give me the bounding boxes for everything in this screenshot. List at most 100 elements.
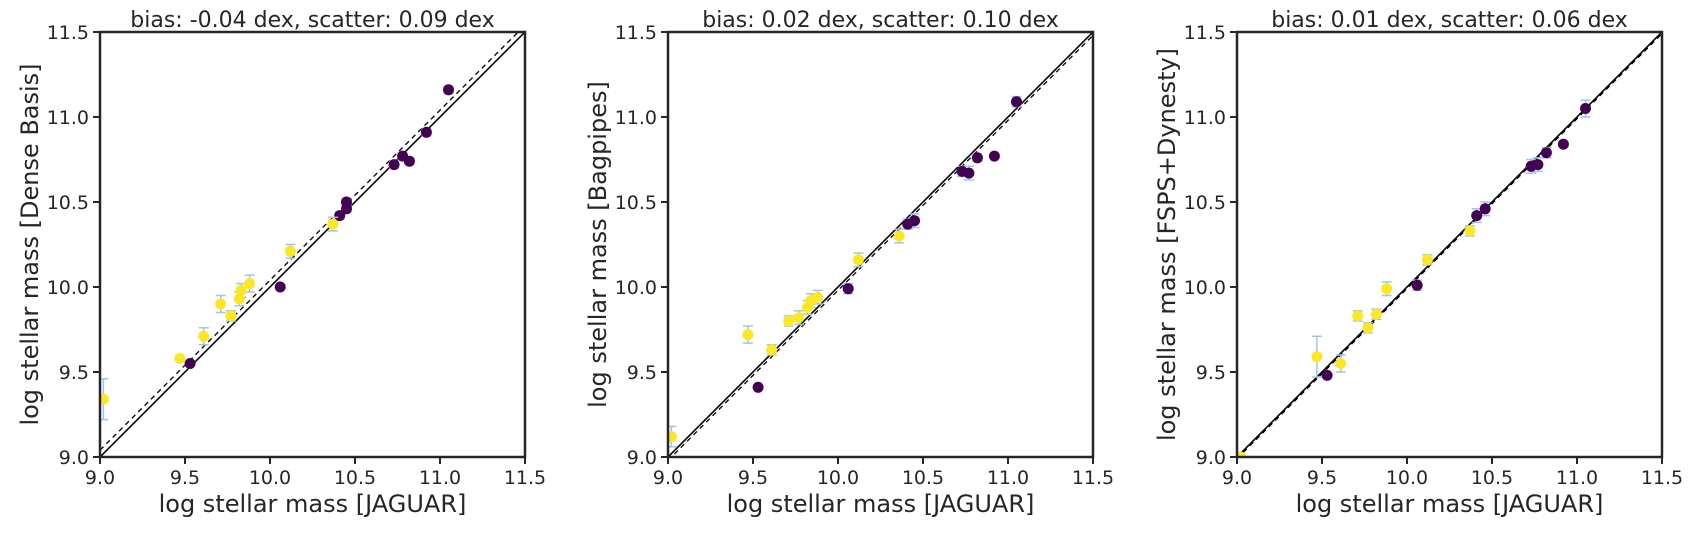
data-point [327,218,339,230]
data-point [1540,147,1552,159]
x-tick-label: 11.0 [987,467,1029,489]
data-point [1335,358,1347,369]
data-point [1381,283,1393,295]
x-axis-label: log stellar mass [JAGUAR] [727,490,1035,518]
data-point [752,381,764,393]
x-tick-label: 11.5 [1641,467,1683,489]
bias-line [1237,33,1662,457]
data-point [909,215,920,227]
y-tick-label: 11.5 [1184,22,1226,44]
x-tick-label: 10.5 [1471,467,1513,489]
chart-title: bias: -0.04 dex, scatter: 0.09 dex [130,8,494,33]
y-tick-label: 9.0 [627,447,657,469]
data-point [893,230,905,242]
data-point [1311,351,1323,363]
y-axis-label: log stellar mass [Bagpipes] [584,81,612,408]
x-tick-label: 10.0 [817,467,859,489]
x-tick-label: 11.0 [419,467,461,489]
chart-title: bias: 0.02 dex, scatter: 0.10 dex [702,8,1059,33]
x-axis-label: log stellar mass [JAGUAR] [159,490,467,518]
data-point [420,126,432,138]
data-point [233,293,245,305]
y-tick-label: 10.0 [47,277,89,299]
data-point [1237,451,1246,457]
data-point [742,329,754,341]
data-point [1370,308,1382,320]
y-tick-label: 10.5 [1184,192,1226,214]
data-point [1362,322,1374,334]
y-tick-label: 9.0 [1196,447,1226,469]
y-tick-label: 11.5 [615,22,657,44]
y-tick-label: 10.0 [1184,277,1226,299]
bias-line [670,34,1093,457]
one-to-one-line [100,32,525,457]
y-tick-label: 11.0 [47,107,89,129]
y-tick-label: 10.0 [615,277,657,299]
data-point [198,330,210,342]
y-tick-label: 10.5 [47,192,89,214]
x-tick-label: 9.0 [653,467,683,489]
data-point [1321,369,1333,381]
x-tick-label: 10.5 [334,467,376,489]
data-point [341,196,352,208]
data-point [100,393,109,405]
axes-frame [98,30,527,459]
data-point [274,281,286,293]
y-tick-label: 9.5 [59,362,89,384]
y-axis-label: log stellar mass [FSPS+Dynesty] [1153,48,1181,441]
x-tick-label: 10.5 [902,467,944,489]
y-tick-label: 11.5 [47,22,89,44]
data-point [184,358,196,369]
one-to-one-line [668,32,1093,457]
data-point [1421,254,1433,266]
data-point [1464,225,1476,237]
data-point [766,344,778,356]
x-tick-label: 11.0 [1556,467,1598,489]
x-tick-label: 9.0 [1222,467,1252,489]
x-tick-label: 9.5 [170,467,200,489]
data-point [403,155,415,167]
data-point [1411,279,1423,291]
data-point [215,298,227,310]
bias-line [100,32,520,451]
panel-bagpipes: 9.0 9.5 10.0 10.5 11.0 11.5 9.0 9.5 10.0 10.5 11.0… [584,8,1114,518]
data-point [244,278,256,290]
data-point [842,283,854,295]
x-tick-label: 10.0 [1386,467,1428,489]
x-tick-label: 9.5 [1307,467,1337,489]
data-point [783,315,795,327]
panel-fsps-dynesty: 9.0 9.5 10.0 10.5 11.0 11.5 9.0 9.5 10.0 10.5 11.0… [1153,8,1683,518]
data-point [388,159,400,171]
data-point [174,352,186,364]
axes-frame [666,30,1095,459]
x-axis-label: log stellar mass [JAGUAR] [1296,490,1604,518]
data-point [334,210,346,222]
data-point [235,284,247,296]
one-to-one-line [1237,32,1662,457]
data-point [1580,103,1591,114]
data-point [225,310,237,322]
data-point [793,312,805,324]
data-point [988,150,1000,162]
x-tick-label: 10.0 [249,467,291,489]
data-point [1011,96,1022,108]
y-tick-label: 11.0 [1184,107,1226,129]
data-point [443,84,454,96]
data-point [812,291,824,303]
data-point [1532,159,1544,171]
y-axis-label: log stellar mass [Dense Basis] [16,63,44,425]
y-tick-label: 9.5 [1196,362,1226,384]
data-point [668,431,677,443]
x-tick-label: 11.5 [1072,467,1114,489]
x-tick-label: 9.0 [85,467,115,489]
data-point [852,254,864,266]
panel-dense-basis: 9.0 9.5 10.0 10.5 11.0 11.5 9.0 9.5 10.0 10.5 11.0… [16,8,546,518]
y-tick-label: 9.5 [627,362,657,384]
data-point [1557,138,1569,150]
data-point [284,245,296,257]
data-point [1352,310,1364,322]
y-tick-label: 11.0 [615,107,657,129]
chart-title: bias: 0.01 dex, scatter: 0.06 dex [1271,8,1628,33]
axes-frame [1235,30,1664,459]
